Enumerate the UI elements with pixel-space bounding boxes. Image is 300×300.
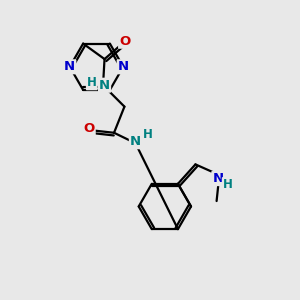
Text: N: N [99,79,110,92]
Text: H: H [87,76,97,89]
Text: O: O [119,35,130,48]
Text: O: O [83,122,95,135]
Text: N: N [64,60,75,73]
Text: N: N [212,172,224,185]
Text: N: N [118,60,129,73]
Text: H: H [223,178,232,191]
Text: H: H [143,128,153,141]
Text: N: N [130,135,141,148]
